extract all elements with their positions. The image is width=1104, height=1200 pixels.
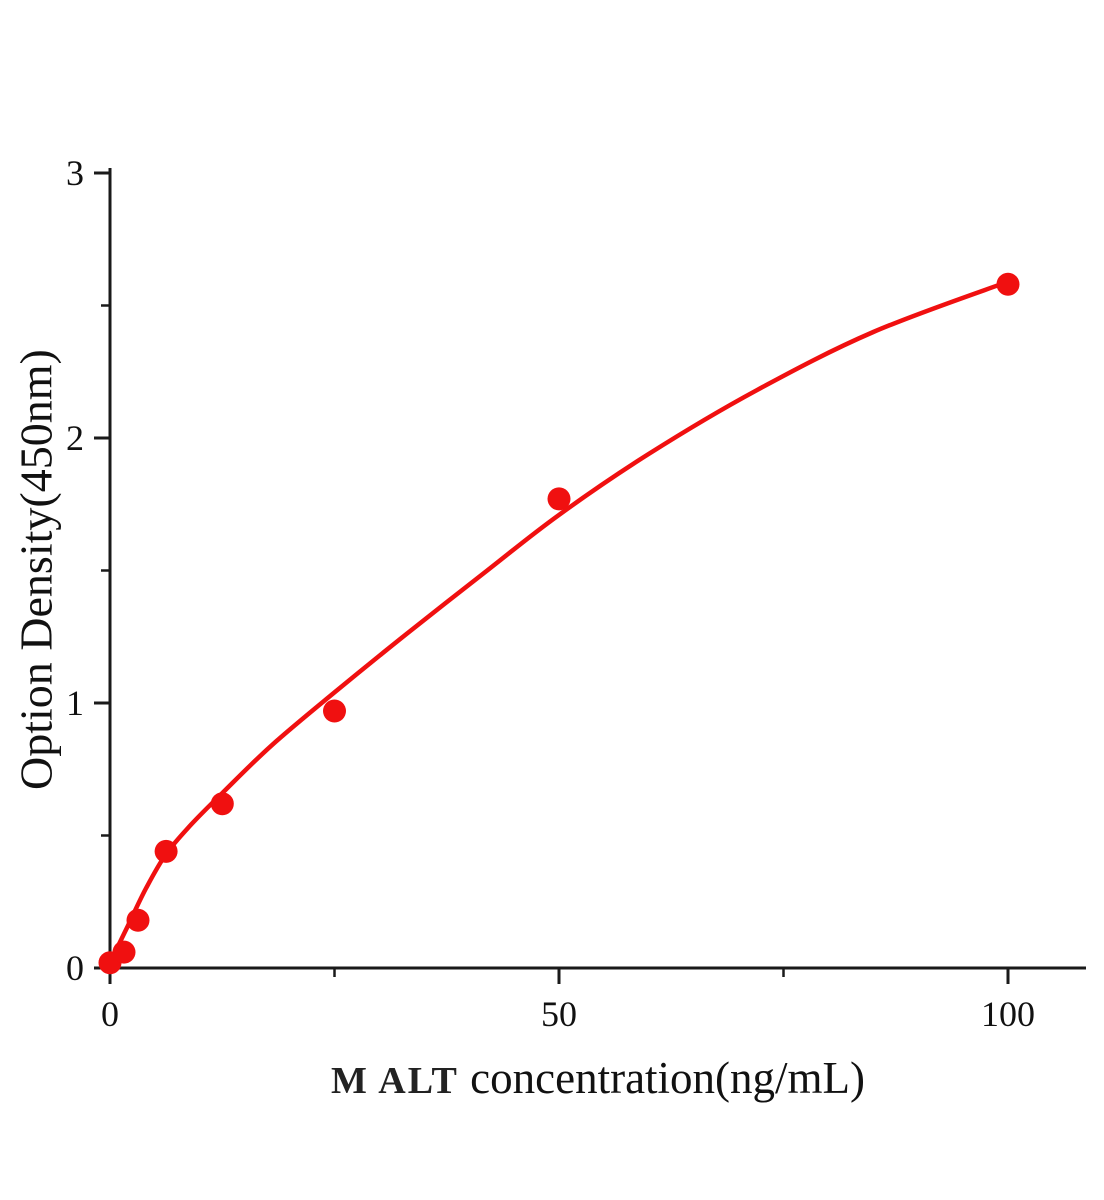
data-point (112, 940, 136, 964)
y-tick-label: 2 (66, 418, 84, 458)
data-point (996, 272, 1020, 296)
axes (108, 168, 1086, 970)
x-axis-ticks: 0 50 100 (101, 968, 1035, 1034)
x-axis-title-bold: M ALT (330, 1060, 459, 1102)
x-tick-label: 50 (541, 994, 577, 1034)
x-axis-title-rest: concentration(ng/mL) (458, 1053, 866, 1103)
data-point (323, 699, 346, 723)
y-tick-label: 0 (66, 948, 84, 988)
data-point (210, 792, 234, 816)
x-tick-label: 100 (981, 994, 1035, 1034)
x-tick-label: 0 (101, 994, 119, 1034)
y-axis-ticks: 0 1 2 3 (66, 153, 110, 988)
fit-curve (107, 279, 1011, 965)
x-axis-title: M ALT concentration(ng/mL) (110, 1052, 1086, 1104)
data-point (547, 487, 571, 511)
y-tick-label: 1 (66, 683, 84, 723)
data-points (98, 272, 1020, 975)
data-point (126, 908, 150, 932)
y-tick-label: 3 (66, 153, 84, 193)
y-axis-title: Option Density(450nm) (10, 349, 62, 791)
data-point (154, 839, 178, 863)
